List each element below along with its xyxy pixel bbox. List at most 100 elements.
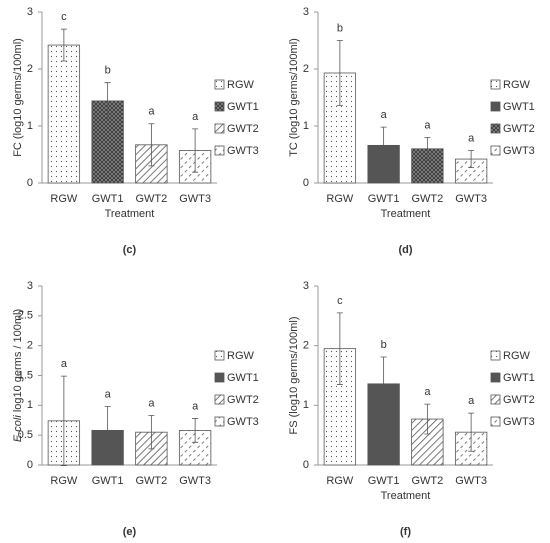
error-bar: [336, 40, 343, 106]
legend-swatch: [490, 350, 501, 361]
x-tick-label: RGW: [326, 193, 354, 205]
legend-label: GWT3: [503, 416, 535, 428]
error-bar: [148, 123, 155, 167]
y-axis-title-text: log10 germs / 100ml): [12, 309, 24, 415]
error-bar: [380, 126, 387, 165]
y-tick-label: 0: [27, 459, 33, 471]
error-bar: [380, 356, 387, 412]
y-axis-title-text: FC (log10 germs/100ml): [12, 38, 24, 157]
legend-label: GWT3: [227, 416, 259, 428]
y-tick-label: 1: [27, 120, 33, 132]
y-tick-label: 3: [303, 280, 309, 292]
y-tick-label: 0: [303, 177, 309, 189]
y-tick-label: 3: [27, 6, 33, 18]
legend-swatch: [214, 123, 225, 134]
panel-label: (f): [400, 526, 411, 538]
legend-label: GWT1: [503, 101, 535, 113]
legend-label: RGW: [503, 350, 531, 362]
legend-label: GWT1: [227, 101, 259, 113]
x-tick-label: GWT1: [368, 193, 400, 205]
panel-label: (c): [123, 244, 137, 256]
y-tick-label: 1: [27, 399, 33, 411]
legend-swatch: [214, 372, 225, 383]
legend-label: GWT1: [227, 372, 259, 384]
x-tick-label: GWT3: [455, 475, 487, 487]
legend-label: GWT3: [227, 145, 259, 157]
legend-swatch: [490, 416, 501, 427]
y-axis-title: E.coli log10 germs / 100ml): [12, 309, 24, 442]
x-tick-label: GWT2: [135, 193, 167, 205]
y-axis-title: TC (log10 germs/100ml): [288, 38, 300, 157]
legend-swatch: [490, 123, 501, 134]
significance-letter: a: [468, 395, 475, 407]
legend-label: GWT2: [227, 394, 259, 406]
legend-label: RGW: [227, 350, 255, 362]
y-tick-label: 2: [303, 340, 309, 352]
legend-label: GWT3: [503, 145, 535, 157]
y-axis-title: FS (log10 germs/100ml): [288, 317, 300, 435]
error-bar: [468, 412, 475, 452]
x-tick-label: GWT2: [135, 475, 167, 487]
y-tick-label: 0.5: [18, 429, 33, 441]
significance-letter: b: [381, 339, 387, 351]
significance-letter: c: [337, 295, 343, 307]
legend-swatch: [214, 394, 225, 405]
error-bar: [104, 82, 111, 120]
y-tick-label: 2: [27, 340, 33, 352]
legend-swatch: [490, 372, 501, 383]
panel-label: (e): [123, 526, 137, 538]
x-tick-label: GWT1: [368, 475, 400, 487]
x-tick-label: GWT1: [92, 193, 124, 205]
significance-letter: b: [105, 65, 111, 77]
y-tick-label: 0: [303, 459, 309, 471]
significance-letter: a: [148, 397, 155, 409]
significance-letter: a: [61, 358, 68, 370]
y-tick-label: 0: [27, 177, 33, 189]
y-axis-title: FC (log10 germs/100ml): [12, 38, 24, 157]
bar: [47, 44, 81, 184]
significance-letter: a: [105, 388, 112, 400]
significance-letter: a: [468, 132, 475, 144]
x-tick-label: GWT3: [179, 193, 211, 205]
error-bar: [104, 406, 111, 455]
legend-swatch: [214, 145, 225, 156]
x-axis-title: Treatment: [381, 490, 431, 502]
significance-letter: a: [192, 400, 199, 412]
legend-label: RGW: [227, 79, 255, 91]
significance-letter: a: [424, 386, 431, 398]
error-bar: [192, 128, 199, 173]
y-tick-label: 1: [303, 399, 309, 411]
y-tick-label: 3: [303, 6, 309, 18]
x-tick-label: RGW: [326, 475, 354, 487]
x-tick-label: RGW: [50, 193, 78, 205]
legend-swatch: [490, 145, 501, 156]
panel-label: (d): [398, 244, 412, 256]
x-tick-label: GWT3: [179, 475, 211, 487]
legend-label: RGW: [503, 79, 531, 91]
y-axis-title-text: FS (log10 germs/100ml): [288, 317, 300, 435]
legend-swatch: [490, 79, 501, 90]
y-tick-label: 2: [303, 63, 309, 75]
significance-letter: a: [148, 106, 155, 118]
y-axis-title-italic: E.coli: [12, 415, 24, 442]
error-bar: [148, 415, 155, 450]
significance-letter: a: [424, 119, 431, 131]
legend-swatch: [214, 79, 225, 90]
x-tick-label: GWT2: [411, 475, 443, 487]
legend-swatch: [490, 394, 501, 405]
y-tick-label: 1: [303, 120, 309, 132]
legend-label: GWT2: [503, 123, 535, 135]
x-tick-label: GWT3: [455, 193, 487, 205]
y-tick-label: 2: [27, 63, 33, 75]
legend-swatch: [490, 101, 501, 112]
significance-letter: c: [61, 11, 67, 23]
legend-label: GWT1: [503, 372, 535, 384]
error-bar: [424, 137, 431, 161]
y-axis-title-text: TC (log10 germs/100ml): [288, 38, 300, 157]
legend-label: GWT2: [503, 394, 535, 406]
y-tick-label: 3: [27, 280, 33, 292]
x-axis-title: Treatment: [381, 208, 431, 220]
x-axis-title: Treatment: [105, 208, 155, 220]
error-bar: [60, 28, 67, 62]
